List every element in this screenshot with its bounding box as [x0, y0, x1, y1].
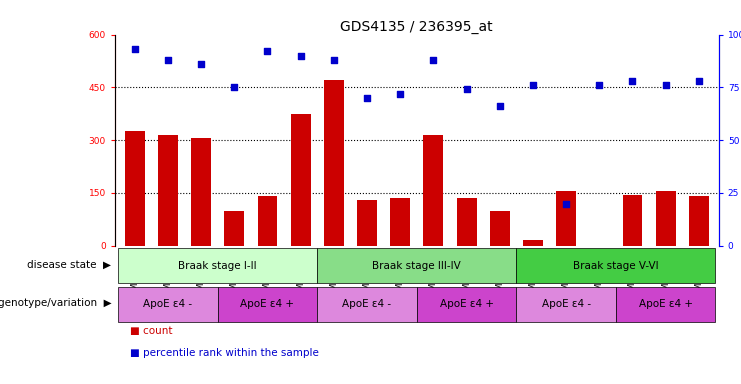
Point — [129, 46, 141, 53]
Point — [162, 57, 174, 63]
Bar — [317, 287, 416, 322]
Bar — [516, 248, 716, 283]
Text: ApoE ε4 -: ApoE ε4 - — [542, 299, 591, 310]
Text: disease state  ▶: disease state ▶ — [27, 260, 111, 270]
Bar — [456, 198, 476, 246]
Point — [295, 53, 307, 59]
Text: Braak stage V-VI: Braak stage V-VI — [573, 261, 659, 271]
Bar — [218, 287, 317, 322]
Bar — [391, 198, 411, 246]
Point — [428, 57, 439, 63]
Bar — [689, 197, 709, 246]
Point — [262, 48, 273, 55]
Point — [461, 86, 473, 93]
Bar — [523, 240, 543, 246]
Bar — [490, 210, 510, 246]
Bar — [118, 287, 218, 322]
Text: ■ percentile rank within the sample: ■ percentile rank within the sample — [130, 348, 319, 358]
Bar — [191, 138, 211, 246]
Bar — [258, 197, 277, 246]
Point — [494, 103, 505, 109]
Point — [659, 82, 671, 88]
Bar — [516, 287, 616, 322]
Point — [328, 57, 340, 63]
Bar — [317, 248, 516, 283]
Point — [594, 82, 605, 88]
Bar — [124, 131, 144, 246]
Bar — [357, 200, 377, 246]
Text: Braak stage I-II: Braak stage I-II — [179, 261, 257, 271]
Text: ApoE ε4 -: ApoE ε4 - — [144, 299, 193, 310]
Bar — [118, 248, 317, 283]
Bar — [556, 191, 576, 246]
Point — [228, 84, 240, 91]
Point — [560, 200, 572, 207]
Bar — [290, 114, 310, 246]
Point — [394, 91, 406, 97]
Point — [527, 82, 539, 88]
Bar — [423, 135, 443, 246]
Text: Braak stage III-IV: Braak stage III-IV — [373, 261, 461, 271]
Point — [693, 78, 705, 84]
Bar — [158, 135, 178, 246]
Bar — [324, 80, 344, 246]
Bar — [616, 287, 716, 322]
Text: ApoE ε4 -: ApoE ε4 - — [342, 299, 391, 310]
Bar — [656, 191, 676, 246]
Title: GDS4135 / 236395_at: GDS4135 / 236395_at — [341, 20, 493, 33]
Bar — [225, 210, 245, 246]
Point — [627, 78, 639, 84]
Point — [195, 61, 207, 67]
Bar — [416, 287, 516, 322]
Text: genotype/variation  ▶: genotype/variation ▶ — [0, 298, 111, 308]
Text: ■ count: ■ count — [130, 326, 172, 336]
Bar — [622, 195, 642, 246]
Text: ApoE ε4 +: ApoE ε4 + — [639, 299, 693, 310]
Text: ApoE ε4 +: ApoE ε4 + — [241, 299, 294, 310]
Text: ApoE ε4 +: ApoE ε4 + — [439, 299, 494, 310]
Point — [361, 95, 373, 101]
